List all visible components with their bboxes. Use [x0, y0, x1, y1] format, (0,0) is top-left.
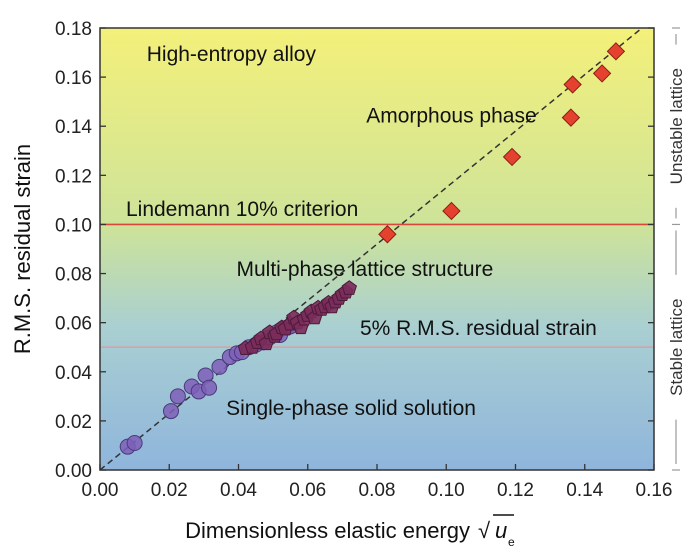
- diamond-point: [442, 201, 461, 221]
- x-tick-label: 0.10: [428, 480, 465, 501]
- trend-line-dashed: [100, 28, 644, 470]
- annotation-rms-5: 5% R.M.S. residual strain: [360, 317, 597, 340]
- y-tick-label: 0.06: [55, 314, 92, 335]
- x-tick-label: 0.06: [289, 480, 326, 501]
- trend-line: [100, 28, 644, 470]
- diamond-point: [563, 75, 582, 94]
- y-tick-label: 0.10: [55, 215, 92, 236]
- annotation-amorphous-phase: Amorphous phase: [366, 105, 536, 128]
- side-label-1: Stable lattice: [667, 299, 686, 396]
- region-annotations: High-entropy alloy Amorphous phase Linde…: [126, 43, 597, 420]
- y-axis-label: R.M.S. residual strain: [10, 144, 35, 354]
- x-tick-label: 0.02: [151, 480, 188, 501]
- circle-point: [211, 358, 228, 375]
- circle-point: [169, 388, 186, 405]
- x-axis-label: Dimensionless elastic energy: [185, 518, 470, 543]
- x-tick-label: 0.12: [497, 480, 534, 501]
- circle-point: [126, 434, 143, 451]
- x-tick-label: 0.14: [566, 480, 603, 501]
- diamond-point: [592, 64, 612, 83]
- circle-point: [201, 379, 218, 396]
- plot-background: [100, 28, 654, 470]
- diamond-point: [502, 147, 522, 167]
- y-tick-label: 0.02: [55, 412, 92, 433]
- y-tick-label: 0.08: [55, 265, 92, 286]
- x-tick-label: 0.16: [636, 480, 673, 501]
- x-axis-ticks: 0.00 0.02 0.04 0.06 0.08 0.10 0.12 0.14 0.16: [82, 464, 673, 501]
- x-axis-label-subscript: e: [508, 535, 515, 549]
- side-label-0: Unstable lattice: [667, 68, 686, 184]
- x-tick-label: 0.08: [359, 480, 396, 501]
- y-tick-label: 0.16: [55, 68, 92, 89]
- data-points: [119, 42, 626, 455]
- y-tick-label: 0.04: [55, 363, 92, 384]
- x-tick-label: 0.00: [82, 480, 119, 501]
- annotation-single-phase: Single-phase solid solution: [226, 397, 476, 420]
- annotation-multi-phase: Multi-phase lattice structure: [236, 258, 493, 281]
- annotation-lindemann: Lindemann 10% criterion: [126, 198, 358, 221]
- pentagon-point: [341, 280, 357, 295]
- x-tick-label: 0.04: [220, 480, 257, 501]
- annotation-high-entropy-alloy: High-entropy alloy: [147, 43, 317, 66]
- circle-point: [162, 403, 179, 420]
- x-axis-label-sqrt-symbol: √: [478, 518, 491, 543]
- side-labels: Unstable lattice Stable lattice: [667, 27, 686, 471]
- diamond-point: [561, 108, 581, 127]
- x-axis-label-group: Dimensionless elastic energy √ u e: [185, 514, 515, 549]
- reference-lines: [100, 223, 654, 349]
- y-tick-label: 0.18: [55, 19, 92, 40]
- diamond-point: [606, 42, 626, 61]
- x-axis-label-variable: u: [495, 518, 507, 543]
- y-axis-ticks: 0.00 0.02 0.04 0.06 0.08 0.10 0.12 0.14 0.16 0.18: [55, 19, 654, 482]
- diamond-point: [378, 225, 397, 244]
- y-tick-label: 0.00: [55, 461, 92, 482]
- y-tick-label: 0.14: [55, 117, 92, 138]
- y-tick-label: 0.12: [55, 166, 92, 187]
